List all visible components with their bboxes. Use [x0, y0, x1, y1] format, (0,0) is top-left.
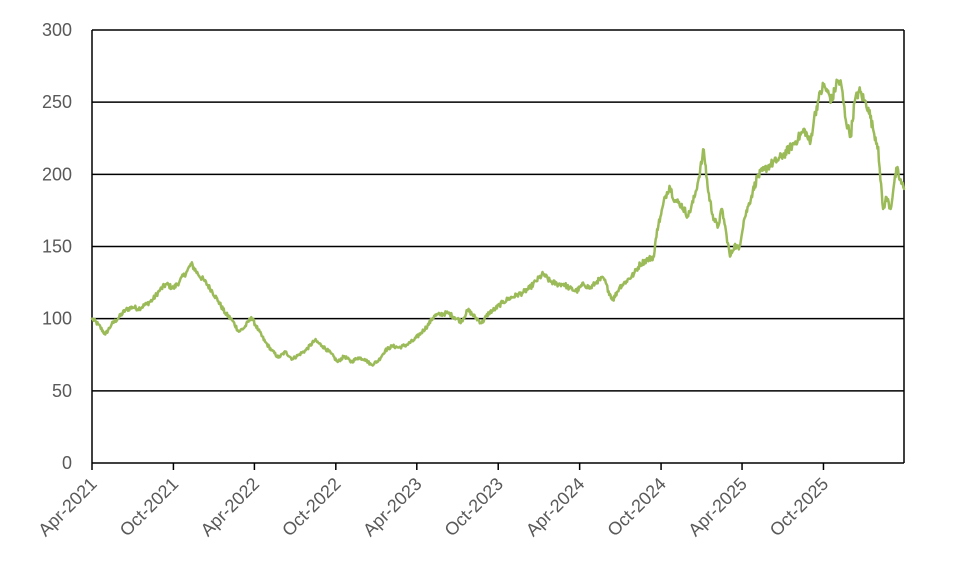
- y-tick-label: 150: [42, 237, 72, 257]
- x-tick-label: Apr-2025: [684, 474, 751, 541]
- x-tick-label: Oct-2023: [441, 474, 508, 541]
- y-tick-label: 100: [42, 309, 72, 329]
- y-tick-label: 0: [62, 453, 72, 473]
- y-tick-label: 200: [42, 164, 72, 184]
- x-tick-label: Oct-2025: [766, 474, 833, 541]
- x-tick-label: Apr-2021: [34, 474, 101, 541]
- x-tick-label: Oct-2022: [278, 474, 345, 541]
- x-tick-label: Apr-2023: [359, 474, 426, 541]
- y-tick-label: 300: [42, 20, 72, 40]
- x-tick-label: Apr-2022: [197, 474, 264, 541]
- y-axis-tick-labels: 0 50 100 150 200 250 300: [42, 20, 72, 473]
- x-tick-label: Oct-2024: [603, 474, 670, 541]
- y-tick-label: 250: [42, 92, 72, 112]
- x-axis: [91, 462, 904, 470]
- x-tick-label: Apr-2024: [522, 474, 589, 541]
- gridlines: [91, 29, 905, 463]
- y-tick-label: 50: [52, 381, 72, 401]
- series-line-0: [90, 78, 906, 367]
- series-group: [90, 78, 906, 367]
- x-axis-tick-labels: Apr-2021 Oct-2021 Apr-2022 Oct-2022 Apr-2023…: [34, 474, 832, 541]
- x-tick-label: Oct-2021: [116, 474, 183, 541]
